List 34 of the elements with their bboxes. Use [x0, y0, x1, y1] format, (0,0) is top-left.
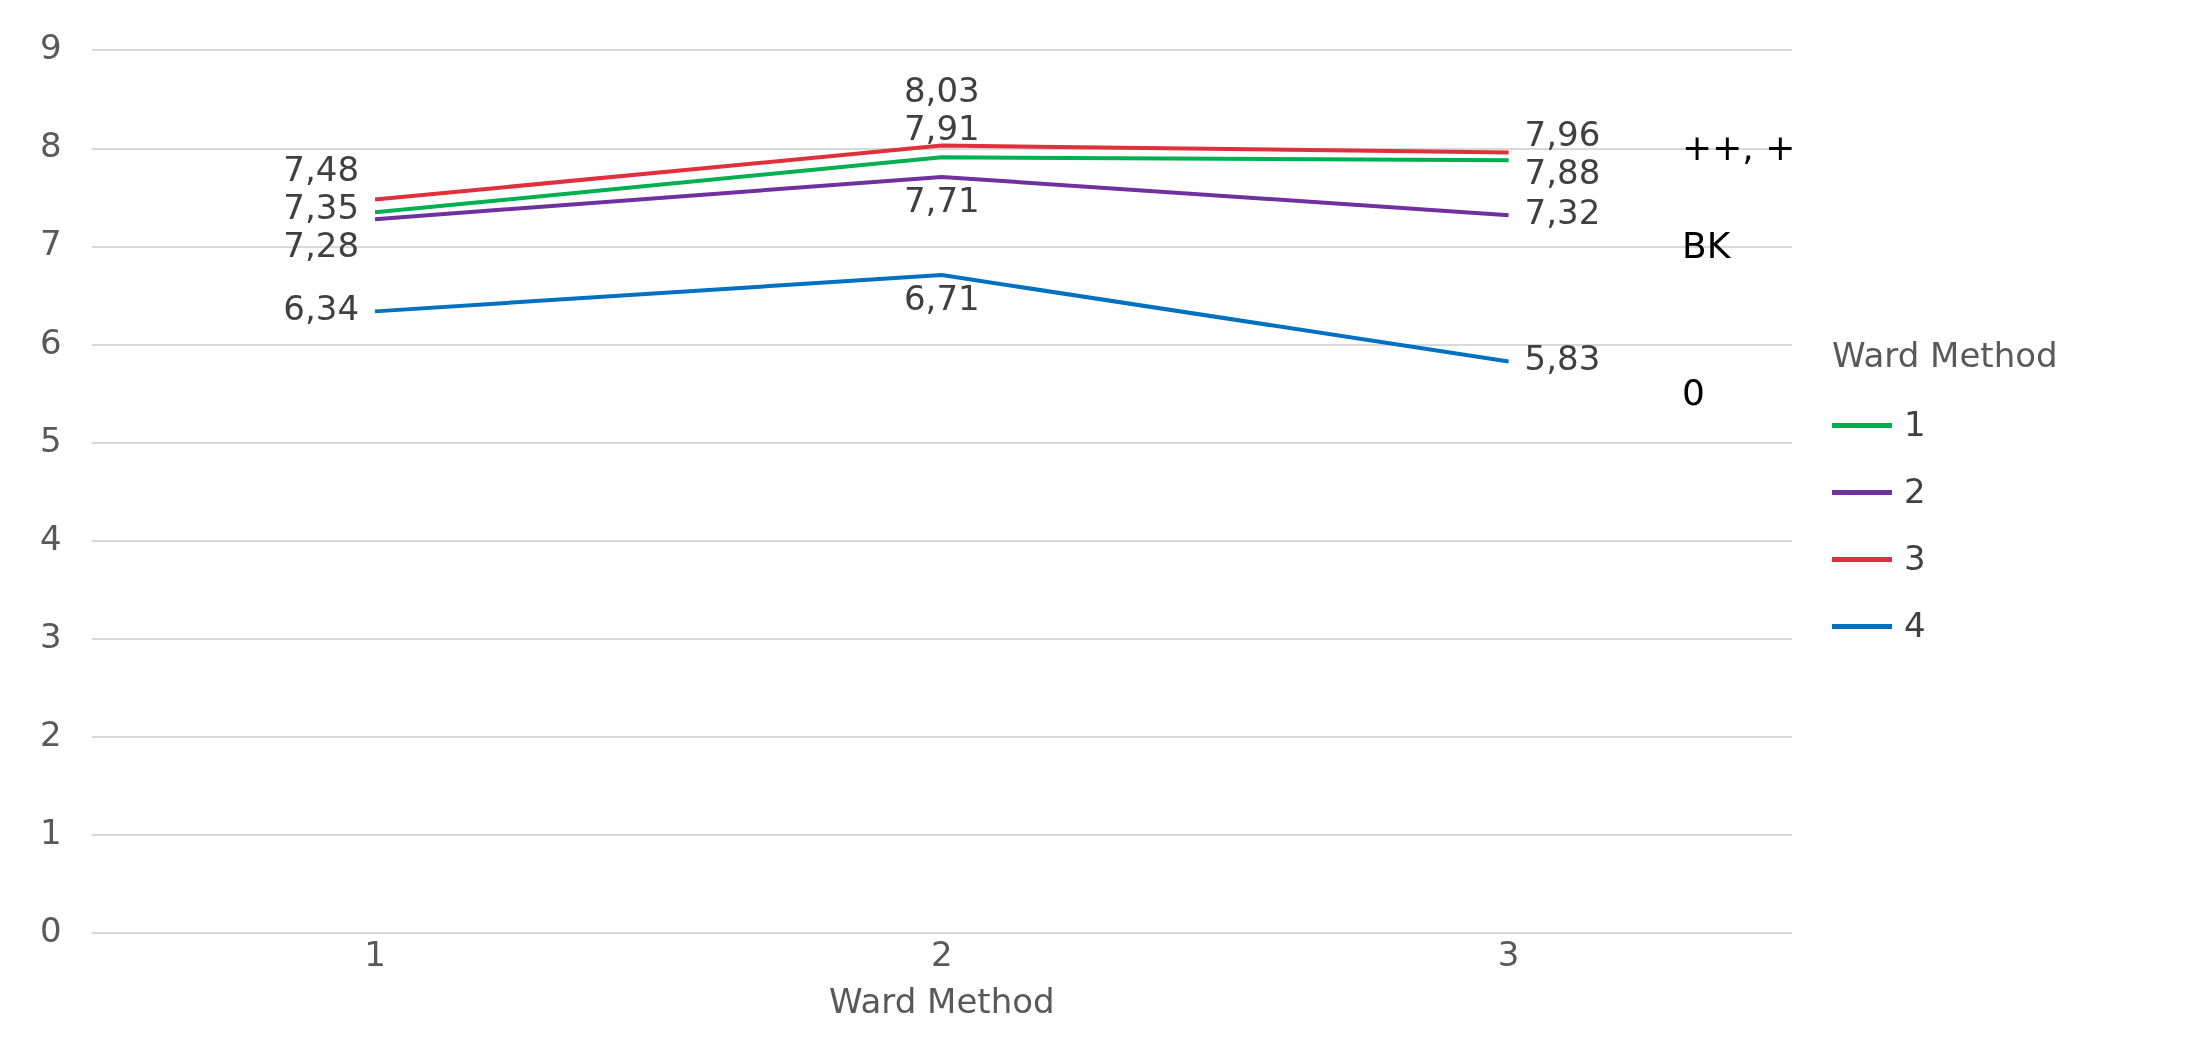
data-label: 8,03: [903, 70, 980, 111]
data-label: 6,71: [903, 277, 980, 318]
y-tick-label: 2: [39, 714, 62, 755]
x-tick-label: 3: [1497, 933, 1520, 974]
data-label: 7,91: [903, 108, 980, 149]
data-label: 7,48: [283, 149, 360, 190]
legend-title: Ward Method: [1832, 334, 2058, 375]
data-label: 7,35: [283, 187, 360, 228]
y-tick-label: 4: [39, 517, 62, 558]
data-label: 6,34: [283, 288, 360, 329]
y-tick-label: 3: [39, 615, 62, 656]
x-tick-label: 2: [931, 933, 953, 974]
annotation: BK: [1682, 224, 1731, 266]
data-label: 7,88: [1524, 152, 1601, 193]
y-tick-label: 1: [39, 812, 62, 853]
legend-label: 3: [1904, 537, 1926, 578]
data-label: 5,83: [1524, 338, 1601, 379]
annotation: ++, +: [1682, 126, 1796, 168]
y-tick-label: 5: [39, 419, 62, 460]
y-tick-label: 7: [39, 223, 62, 264]
data-label: 7,71: [903, 179, 980, 220]
annotation: 0: [1682, 371, 1705, 413]
x-axis-title: Ward Method: [829, 981, 1055, 1022]
legend-label: 4: [1904, 604, 1926, 645]
y-tick-label: 8: [39, 125, 62, 166]
data-label: 7,32: [1524, 192, 1601, 233]
legend-label: 2: [1904, 470, 1926, 511]
y-tick-label: 0: [39, 910, 62, 951]
data-label: 7,96: [1524, 114, 1601, 155]
legend-label: 1: [1904, 403, 1926, 444]
data-label: 7,28: [283, 225, 360, 266]
x-tick-label: 1: [364, 933, 386, 974]
y-tick-label: 6: [39, 321, 62, 362]
y-tick-label: 9: [39, 27, 62, 68]
